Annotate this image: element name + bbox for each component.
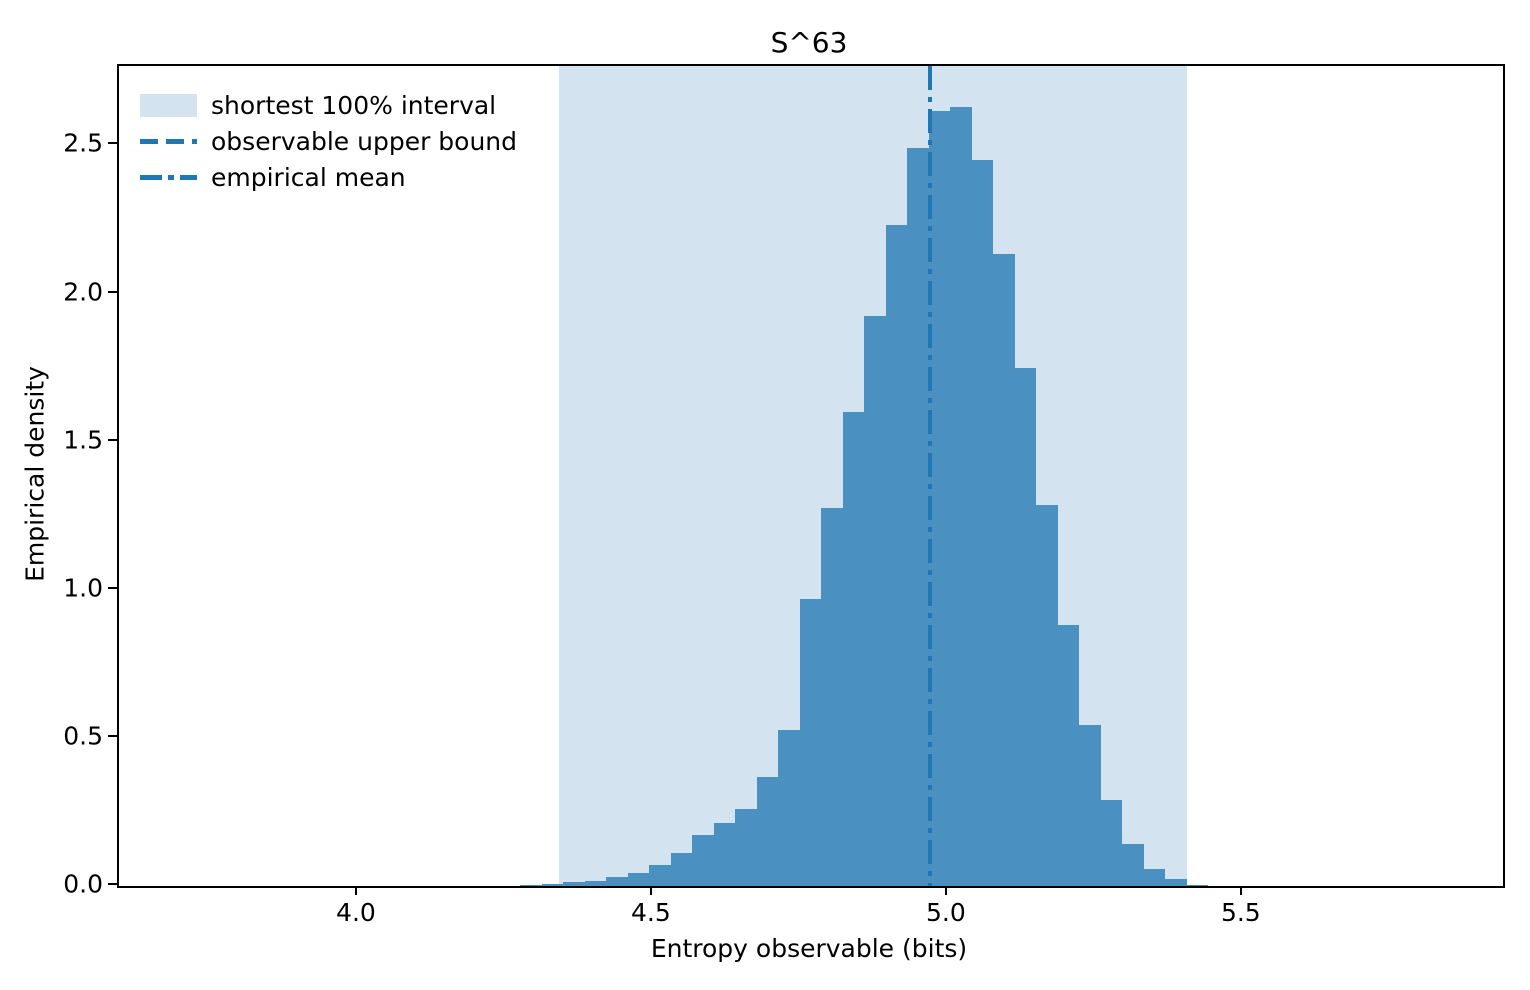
dashdot-line-swatch	[140, 174, 197, 180]
legend-item-interval: shortest 100% interval	[140, 87, 517, 123]
x-tick-mark	[1239, 886, 1242, 895]
x-tick-mark	[649, 886, 652, 895]
empirical-mean-line	[928, 66, 933, 886]
histogram-bar	[584, 880, 607, 886]
y-tick-mark	[108, 883, 117, 885]
histogram-bar	[520, 885, 542, 886]
y-tick-label: 1.0	[63, 573, 103, 603]
histogram-bar	[1079, 724, 1101, 886]
x-axis-label: Entropy observable (bits)	[650, 934, 968, 963]
legend-item-label: empirical mean	[211, 162, 406, 192]
histogram-bar	[670, 852, 693, 886]
y-tick-label: 1.5	[63, 425, 103, 455]
histogram-bar	[885, 225, 908, 886]
histogram-bar	[799, 598, 822, 886]
plot-area: shortest 100% interval observable upper …	[117, 64, 1505, 888]
legend-item-upper-bound: observable upper bound	[140, 123, 517, 159]
histogram-bar	[756, 776, 779, 886]
x-tick-mark	[354, 886, 357, 895]
chart-title: S^63	[770, 26, 848, 59]
histogram-bar	[1014, 367, 1037, 886]
dashed-line-swatch	[140, 138, 197, 144]
y-tick-label: 0.5	[63, 721, 103, 751]
histogram-bar	[1100, 800, 1123, 886]
histogram-bar	[821, 507, 843, 886]
histogram-bar	[541, 884, 564, 886]
histogram-bar	[928, 111, 951, 886]
histogram-bar	[692, 835, 714, 886]
y-tick-label: 2.5	[63, 128, 103, 158]
y-tick-mark	[108, 734, 117, 737]
histogram-bar	[1057, 625, 1080, 886]
legend: shortest 100% interval observable upper …	[140, 87, 517, 195]
histogram-bar	[993, 253, 1015, 886]
x-tick-label: 5.5	[1220, 898, 1261, 927]
x-tick-label: 5.0	[925, 898, 966, 927]
histogram-bar	[907, 148, 929, 886]
histogram-bar	[1122, 843, 1144, 886]
x-tick-label: 4.0	[336, 898, 376, 927]
histogram-bar	[1165, 879, 1187, 886]
legend-item-mean: empirical mean	[140, 159, 517, 195]
y-tick-label: 0.0	[63, 869, 103, 899]
histogram-bar	[735, 808, 757, 886]
histogram-bar	[649, 864, 671, 886]
histogram-bar	[842, 412, 865, 886]
histogram-bar	[627, 872, 650, 886]
histogram-bar	[971, 160, 994, 886]
y-tick-mark	[108, 438, 117, 441]
x-tick-label: 4.5	[631, 898, 671, 927]
legend-item-label: shortest 100% interval	[211, 90, 497, 120]
histogram-bar	[1036, 504, 1058, 886]
histogram-bar	[1186, 884, 1209, 886]
y-tick-label: 2.0	[63, 277, 103, 306]
interval-patch-swatch	[140, 93, 197, 117]
y-tick-mark	[108, 586, 117, 589]
histogram-bar	[778, 729, 800, 886]
histogram-bar	[713, 822, 736, 886]
histogram-bar	[563, 881, 585, 886]
histogram-bar	[1143, 868, 1166, 886]
histogram-bar	[864, 315, 886, 886]
legend-item-label: observable upper bound	[211, 126, 518, 156]
histogram-bar	[950, 106, 972, 886]
y-axis-label: Empirical density	[20, 366, 50, 582]
x-tick-mark	[944, 886, 947, 895]
histogram-bar	[606, 877, 628, 886]
y-tick-mark	[108, 290, 117, 293]
y-tick-mark	[108, 142, 117, 145]
